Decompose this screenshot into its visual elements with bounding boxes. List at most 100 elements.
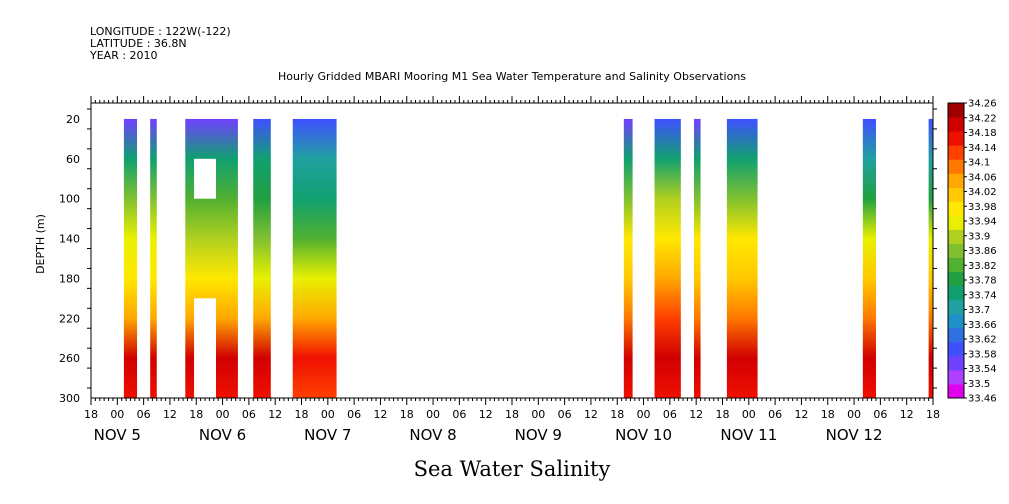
colorbar-label: 33.9 [968, 231, 990, 242]
colorbar-label: 33.74 [968, 290, 997, 301]
colorbar-label: 34.1 [968, 158, 990, 169]
y-axis: 20 60 100 140 180 220 260 300 [59, 108, 937, 405]
x-tick-label: 00 [847, 408, 861, 421]
data-segment [693, 118, 701, 398]
x-date-label: NOV 12 [826, 426, 883, 444]
x-tick-label: 12 [373, 408, 387, 421]
data-segment [623, 118, 633, 398]
colorbar-swatch [948, 229, 964, 244]
x-tick-label: 00 [321, 408, 335, 421]
x-tick-label: 00 [531, 408, 545, 421]
colorbar-label: 33.86 [968, 246, 997, 257]
x-tick-label: 18 [400, 408, 414, 421]
colorbar-label: 34.06 [968, 172, 997, 183]
x-date-label: NOV 5 [94, 426, 141, 444]
plot-data [123, 118, 933, 398]
x-tick-label: 18 [716, 408, 730, 421]
y-tick-label: 20 [66, 113, 80, 126]
data-segment [150, 118, 157, 398]
x-date-label: NOV 8 [409, 426, 456, 444]
x-tick-label: 12 [689, 408, 703, 421]
data-segment [292, 118, 337, 398]
x-tick-label: 06 [558, 408, 572, 421]
x-tick-label: 12 [163, 408, 177, 421]
colorbar-swatch [948, 313, 964, 329]
x-tick-label: 18 [295, 408, 309, 421]
colorbar-swatch [948, 257, 964, 273]
x-tick-label: 06 [242, 408, 256, 421]
chart-title: Hourly Gridded MBARI Mooring M1 Sea Wate… [278, 70, 746, 83]
colorbar-swatch [948, 159, 964, 174]
y-tick-label: 260 [59, 352, 80, 365]
y-tick-label: 300 [59, 392, 80, 405]
colorbar-label: 34.22 [968, 113, 997, 124]
longitude-label: LONGITUDE : 122W(-122) [90, 25, 231, 38]
y-tick-label: 100 [59, 193, 80, 206]
data-segment [654, 118, 681, 398]
x-date-label: NOV 9 [515, 426, 562, 444]
x-tick-label: 18 [610, 408, 624, 421]
colorbar-label: 33.54 [968, 364, 997, 375]
colorbar-swatch [948, 369, 964, 385]
y-tick-label: 140 [59, 233, 80, 246]
data-segment [253, 118, 271, 398]
colorbar-label: 33.62 [968, 335, 997, 346]
colorbar-swatch [948, 103, 964, 118]
colorbar-swatch [948, 201, 964, 216]
colorbar-label: 34.14 [968, 143, 997, 154]
x-date-label: NOV 7 [304, 426, 351, 444]
x-tick-label: 12 [479, 408, 493, 421]
colorbar-swatch [948, 145, 964, 160]
header-block: LONGITUDE : 122W(-122) LATITUDE : 36.8N … [89, 25, 746, 83]
colorbar-label: 33.46 [968, 394, 997, 405]
colorbar-label: 34.02 [968, 187, 997, 198]
year-label: YEAR : 2010 [89, 49, 158, 62]
colorbar-swatch [948, 131, 964, 146]
x-axis: 18 00 06 12 18 00 06 12 18 00 06 12 18 00 06 12 18 00 06 12… [84, 96, 940, 444]
x-tick-label: 00 [742, 408, 756, 421]
colorbar-label: 33.98 [968, 202, 997, 213]
latitude-label: LATITUDE : 36.8N [90, 37, 187, 50]
variable-title: Sea Water Salinity [414, 457, 611, 481]
x-date-label: NOV 10 [615, 426, 672, 444]
colorbar-swatch [948, 215, 964, 230]
colorbar-swatch [948, 117, 964, 132]
colorbar-label: 33.78 [968, 276, 997, 287]
x-tick-label: 06 [347, 408, 361, 421]
x-tick-label: 12 [268, 408, 282, 421]
colorbar: 34.26 34.22 34.18 34.14 34.1 34.06 34.02 33.98 3… [947, 99, 997, 405]
x-tick-label: 00 [637, 408, 651, 421]
x-tick-label: 12 [584, 408, 598, 421]
colorbar-label: 34.26 [968, 99, 997, 110]
y-axis-title: DEPTH (m) [34, 214, 47, 274]
y-tick-label: 220 [59, 312, 80, 325]
y-tick-label: 180 [59, 272, 80, 285]
colorbar-label: 34.18 [968, 128, 997, 139]
x-tick-label: 00 [426, 408, 440, 421]
data-segment [726, 118, 758, 398]
x-tick-label: 06 [768, 408, 782, 421]
x-date-label: NOV 11 [720, 426, 777, 444]
x-tick-label: 06 [873, 408, 887, 421]
colorbar-swatch [948, 285, 964, 301]
colorbar-label: 33.7 [968, 305, 990, 316]
x-tick-label: 12 [900, 408, 914, 421]
x-tick-label: 18 [189, 408, 203, 421]
y-tick-label: 60 [66, 153, 80, 166]
x-tick-label: 18 [84, 408, 98, 421]
colorbar-swatch [948, 355, 964, 371]
x-date-label: NOV 6 [199, 426, 246, 444]
colorbar-label: 33.66 [968, 320, 997, 331]
x-tick-label: 06 [452, 408, 466, 421]
colorbar-label: 33.82 [968, 261, 997, 272]
x-tick-label: 18 [821, 408, 835, 421]
colorbar-swatch [948, 341, 964, 357]
colorbar-swatch [948, 299, 964, 315]
x-tick-label: 00 [216, 408, 230, 421]
data-segment [928, 118, 933, 398]
x-tick-label: 18 [926, 408, 940, 421]
colorbar-label: 33.5 [968, 379, 990, 390]
missing-data-gap [194, 158, 216, 199]
x-tick-label: 06 [663, 408, 677, 421]
